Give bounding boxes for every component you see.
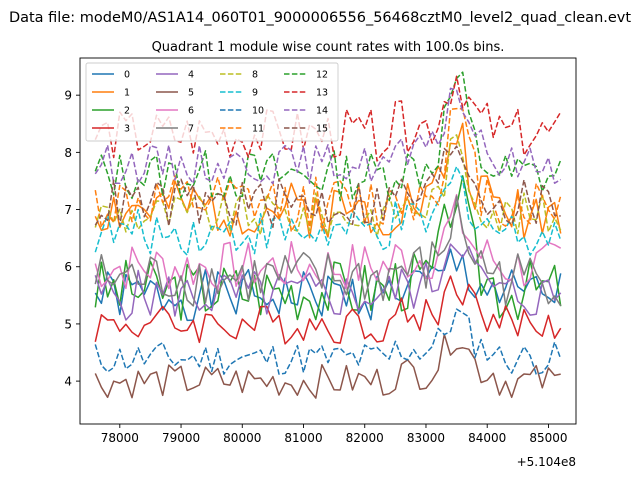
chart-suptitle: Data file: modeM0/AS1A14_060T01_90000065… bbox=[9, 10, 631, 26]
x-tick-label: 80000 bbox=[223, 431, 261, 445]
series-line-8 bbox=[94, 134, 562, 238]
legend-label-0: 0 bbox=[124, 70, 130, 81]
y-tick-label: 6 bbox=[64, 260, 72, 274]
chart-title: Quadrant 1 module wise count rates with … bbox=[152, 40, 505, 55]
x-tick-label: 82000 bbox=[346, 431, 384, 445]
x-offset-label: +5.104e8 bbox=[517, 455, 576, 469]
x-tick-label: 83000 bbox=[407, 431, 445, 445]
y-tick-label: 9 bbox=[64, 89, 72, 103]
series-layer bbox=[94, 71, 562, 399]
y-tick-label: 5 bbox=[64, 317, 72, 331]
series-line-12 bbox=[94, 71, 562, 202]
legend-label-4: 4 bbox=[188, 70, 194, 81]
legend-label-15: 15 bbox=[316, 124, 328, 135]
legend-label-12: 12 bbox=[316, 70, 328, 81]
x-tick-label: 79000 bbox=[162, 431, 200, 445]
series-line-10 bbox=[94, 308, 562, 375]
series-line-4 bbox=[94, 243, 562, 321]
axes-frame bbox=[79, 57, 577, 425]
x-tick-label: 84000 bbox=[468, 431, 506, 445]
series-line-5 bbox=[94, 333, 561, 399]
legend-label-9: 9 bbox=[252, 88, 258, 99]
series-line-15 bbox=[94, 145, 561, 229]
legend-label-14: 14 bbox=[316, 106, 328, 117]
series-line-1 bbox=[94, 122, 562, 239]
legend-label-10: 10 bbox=[252, 106, 264, 117]
legend-label-1: 1 bbox=[124, 88, 130, 99]
legend-label-8: 8 bbox=[252, 70, 258, 81]
series-line-3 bbox=[94, 275, 562, 345]
x-tick-label: 85000 bbox=[529, 431, 567, 445]
y-axis: 4 5 6 7 8 9 bbox=[64, 89, 80, 389]
legend-label-6: 6 bbox=[188, 106, 194, 117]
x-axis: 78000 79000 80000 81000 82000 83000 84000 85000 bbox=[101, 424, 568, 445]
legend-label-5: 5 bbox=[188, 88, 194, 99]
y-tick-label: 8 bbox=[64, 146, 72, 160]
legend-label-3: 3 bbox=[124, 124, 130, 135]
series-line-6 bbox=[94, 193, 562, 291]
y-tick-label: 7 bbox=[64, 203, 72, 217]
legend-label-7: 7 bbox=[188, 124, 194, 135]
legend-label-2: 2 bbox=[124, 106, 130, 117]
x-tick-label: 81000 bbox=[284, 431, 322, 445]
legend-box bbox=[85, 62, 339, 142]
series-line-7 bbox=[94, 195, 562, 307]
y-tick-label: 4 bbox=[64, 375, 72, 389]
series-line-2 bbox=[94, 175, 562, 321]
series-line-9 bbox=[94, 165, 562, 256]
x-tick-label: 78000 bbox=[101, 431, 139, 445]
series-line-14 bbox=[94, 87, 562, 185]
legend-label-11: 11 bbox=[252, 124, 264, 135]
legend-label-13: 13 bbox=[316, 88, 328, 99]
